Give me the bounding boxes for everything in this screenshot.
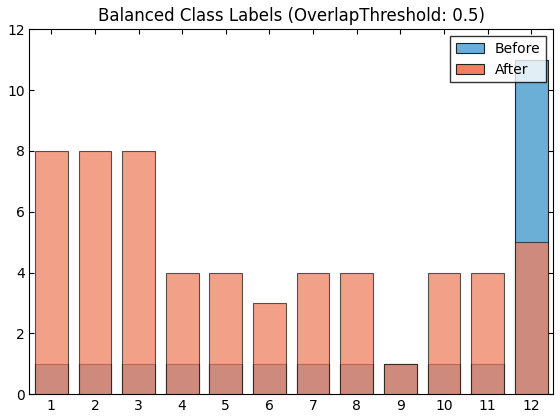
Bar bbox=[471, 364, 504, 394]
Bar bbox=[515, 242, 548, 394]
Bar bbox=[384, 364, 417, 394]
Bar bbox=[78, 364, 111, 394]
Bar bbox=[384, 364, 417, 394]
Bar bbox=[78, 151, 111, 394]
Bar bbox=[428, 364, 460, 394]
Bar bbox=[340, 364, 373, 394]
Bar bbox=[122, 364, 155, 394]
Bar bbox=[428, 273, 460, 394]
Bar bbox=[35, 364, 68, 394]
Bar bbox=[297, 364, 329, 394]
Legend: Before, After: Before, After bbox=[450, 36, 546, 82]
Bar bbox=[471, 273, 504, 394]
Bar bbox=[166, 273, 198, 394]
Bar bbox=[209, 364, 242, 394]
Bar bbox=[515, 60, 548, 394]
Bar bbox=[253, 303, 286, 394]
Bar bbox=[35, 151, 68, 394]
Title: Balanced Class Labels (OverlapThreshold: 0.5): Balanced Class Labels (OverlapThreshold:… bbox=[98, 7, 485, 25]
Bar bbox=[122, 151, 155, 394]
Bar bbox=[253, 364, 286, 394]
Bar bbox=[209, 273, 242, 394]
Bar bbox=[297, 273, 329, 394]
Bar bbox=[340, 273, 373, 394]
Bar bbox=[166, 364, 198, 394]
